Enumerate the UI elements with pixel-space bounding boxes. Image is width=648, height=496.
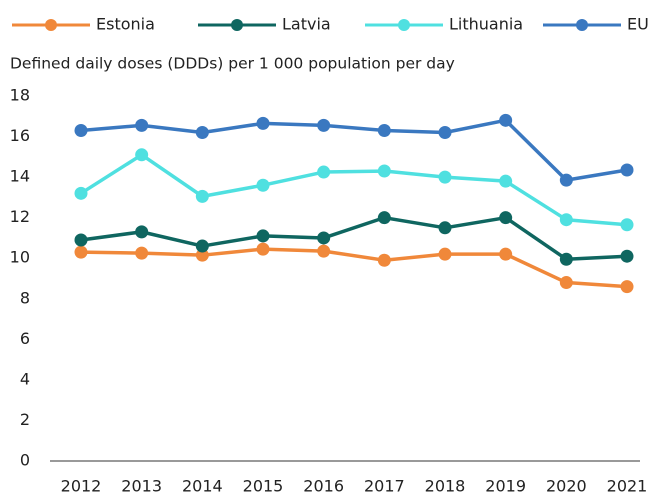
data-point [620, 280, 634, 294]
data-point [317, 165, 331, 179]
y-tick-label: 8 [20, 288, 30, 307]
x-tick-label: 2020 [546, 477, 587, 496]
data-point [256, 229, 270, 243]
data-point [74, 123, 88, 137]
y-tick-label: 18 [10, 86, 30, 105]
legend-marker [398, 19, 410, 31]
data-point [74, 245, 88, 259]
x-tick-label: 2019 [485, 477, 526, 496]
y-tick-label: 12 [10, 207, 30, 226]
legend-marker [45, 19, 57, 31]
data-point [195, 126, 209, 139]
data-point [256, 242, 270, 256]
data-point [620, 249, 634, 263]
data-point [620, 218, 634, 232]
y-tick-label: 0 [20, 451, 30, 470]
data-point [317, 244, 331, 258]
data-point [438, 126, 452, 139]
data-point [377, 123, 391, 137]
data-point [256, 116, 270, 130]
data-point [74, 233, 88, 247]
data-point [438, 170, 452, 184]
x-tick-label: 2012 [61, 477, 102, 496]
data-point [499, 174, 513, 188]
y-tick-label: 16 [10, 126, 30, 145]
data-point [559, 173, 573, 187]
data-point [135, 225, 149, 239]
y-tick-label: 4 [20, 369, 30, 388]
series-line [80, 215, 628, 261]
data-point [317, 231, 331, 245]
x-tick-label: 2018 [425, 477, 466, 496]
data-point [195, 239, 209, 253]
y-tick-label: 14 [10, 167, 30, 186]
legend-label: Lithuania [449, 15, 523, 34]
data-point [377, 211, 391, 225]
legend-label: Latvia [282, 15, 331, 34]
data-point [559, 276, 573, 290]
data-point [135, 118, 149, 132]
data-point [377, 164, 391, 178]
legend-marker [231, 19, 243, 31]
data-point [499, 211, 513, 225]
data-point [377, 253, 391, 267]
y-tick-label: 6 [20, 329, 30, 348]
series-line [80, 153, 628, 227]
data-point [317, 118, 331, 132]
data-point [438, 221, 452, 235]
legend-marker [576, 19, 588, 31]
y-axis-title: Defined daily doses (DDDs) per 1 000 pop… [10, 55, 455, 73]
x-tick-label: 2015 [243, 477, 284, 496]
x-tick-label: 2013 [121, 477, 162, 496]
data-point [256, 178, 270, 192]
y-tick-label: 2 [20, 410, 30, 429]
legend-label: EU [627, 15, 648, 34]
data-point [559, 252, 573, 266]
y-tick-label: 10 [10, 248, 30, 267]
data-point [135, 246, 149, 260]
data-point [499, 247, 513, 261]
x-tick-label: 2021 [607, 477, 648, 496]
data-point [74, 186, 88, 200]
data-point [499, 113, 513, 127]
data-point [135, 148, 149, 162]
x-tick-label: 2014 [182, 477, 223, 496]
series-line [80, 118, 628, 182]
data-point [195, 248, 209, 262]
data-point [559, 213, 573, 227]
data-point [620, 163, 634, 177]
data-point [438, 247, 452, 261]
data-point [195, 189, 209, 203]
x-tick-label: 2017 [364, 477, 405, 496]
x-tick-label: 2016 [303, 477, 344, 496]
legend-label: Estonia [96, 15, 155, 34]
series-line [80, 247, 628, 289]
